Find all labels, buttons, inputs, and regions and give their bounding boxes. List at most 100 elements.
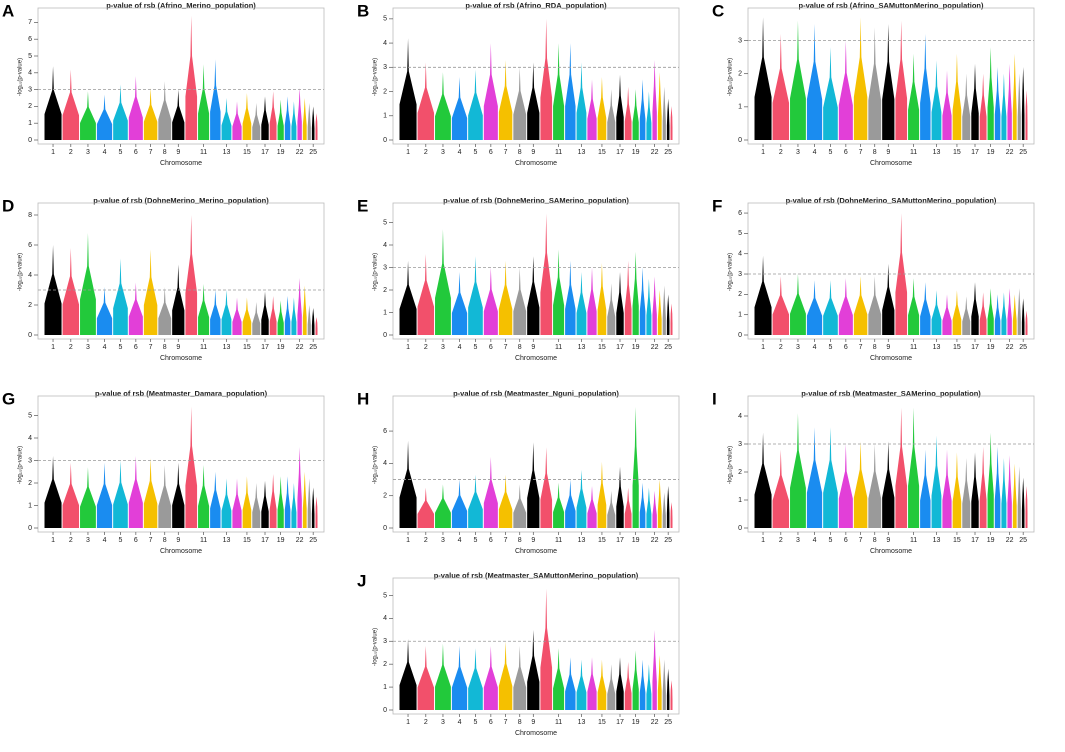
x-tick-label: 9	[886, 344, 890, 351]
x-axis-label: Chromosome	[515, 355, 557, 362]
x-tick-label: 15	[243, 149, 251, 156]
x-tick-label: 1	[761, 344, 765, 351]
chromosome-peak	[540, 447, 553, 528]
y-tick-label: 6	[738, 210, 742, 217]
plot-frame	[392, 577, 680, 715]
chromosome-peak	[242, 297, 252, 335]
chromosome-peak	[80, 91, 96, 140]
panel-letter: H	[357, 389, 369, 408]
chromosome-peak	[1007, 63, 1012, 140]
x-tick-label: 7	[504, 719, 508, 726]
x-tick-label: 8	[163, 344, 167, 351]
chromosome-peak	[979, 73, 987, 140]
x-tick-label: 3	[441, 344, 445, 351]
panel-title: p-value of rsb (DohneMerino_SAMerino_pop…	[443, 196, 629, 205]
chromosome-peak	[632, 406, 639, 528]
x-tick-label: 13	[578, 719, 586, 726]
chromosome-peak	[284, 476, 291, 528]
chromosome-peak	[1025, 310, 1028, 335]
chromosome-peak	[158, 465, 172, 528]
x-tick-label: 13	[223, 149, 231, 156]
x-tick-label: 19	[277, 149, 285, 156]
chromosome-peak	[908, 53, 920, 140]
x-tick-label: 3	[796, 149, 800, 156]
chromosome-peak	[790, 413, 806, 528]
chromosome-peak	[297, 447, 302, 528]
x-tick-label: 25	[1019, 537, 1027, 544]
y-tick-label: 1	[383, 309, 387, 316]
x-tick-label: 22	[651, 149, 659, 156]
chromosome-peak	[931, 435, 942, 528]
x-tick-label: 7	[859, 344, 863, 351]
chromosome-peak	[662, 659, 666, 710]
x-tick-label: 15	[953, 149, 961, 156]
x-tick-label: 7	[149, 344, 153, 351]
chromosome-peak	[261, 96, 269, 140]
plot-frame	[37, 7, 325, 145]
x-tick-label: 1	[51, 149, 55, 156]
x-tick-label: 1	[406, 344, 410, 351]
y-tick-label: 3	[383, 264, 387, 271]
chromosome-peak	[646, 278, 652, 335]
x-tick-label: 17	[261, 149, 269, 156]
chromosome-peak	[128, 456, 143, 528]
x-tick-label: 2	[69, 537, 73, 544]
x-tick-label: 22	[651, 719, 659, 726]
y-tick-label: 0	[383, 707, 387, 714]
y-tick-label: 1	[28, 502, 32, 509]
chromosome-peak	[307, 478, 311, 528]
chromosome-peak	[624, 260, 632, 335]
chromosome-peak	[632, 89, 639, 140]
chromosome-peak	[952, 53, 962, 140]
chromosome-peak	[908, 278, 920, 335]
chromosome-peak	[128, 76, 143, 140]
y-axis-label: -log₁₀(p-value)	[728, 253, 734, 291]
y-tick-label: 1	[383, 684, 387, 691]
x-tick-label: 4	[103, 537, 107, 544]
x-tick-label: 17	[971, 537, 979, 544]
y-tick-label: 5	[28, 412, 32, 419]
x-tick-label: 6	[844, 344, 848, 351]
chromosome-peak	[172, 462, 185, 528]
chromosome-peak	[624, 487, 632, 528]
chromosome-peak	[311, 308, 315, 335]
y-axis-label: -log₁₀(p-value)	[728, 58, 734, 96]
chromosome-peak	[868, 444, 882, 528]
chromosome-peak	[261, 480, 269, 528]
chromosome-peak	[399, 638, 417, 710]
chromosome-peak	[666, 294, 670, 335]
plot-frame	[747, 395, 1035, 533]
chromosome-peak	[597, 461, 607, 528]
x-tick-label: 17	[971, 149, 979, 156]
panel-letter: B	[357, 1, 369, 20]
x-tick-label: 11	[555, 344, 562, 351]
x-tick-label: 8	[518, 719, 522, 726]
x-tick-label: 25	[309, 149, 317, 156]
chromosome-peak	[576, 272, 587, 335]
chromosome-peak	[302, 285, 307, 335]
x-tick-label: 2	[69, 344, 73, 351]
x-tick-label: 4	[813, 344, 817, 351]
x-tick-label: 25	[309, 537, 317, 544]
chromosome-peak	[468, 69, 483, 140]
x-tick-label: 25	[1019, 344, 1027, 351]
chromosome-peak	[232, 101, 242, 140]
chromosome-peak	[513, 645, 527, 710]
x-tick-label: 11	[555, 149, 562, 156]
panel-title: p-value of rsb (Afrino_SAMuttonMerino_po…	[799, 1, 984, 10]
chromosome-peak	[657, 479, 662, 528]
x-axis-label: Chromosome	[870, 548, 912, 555]
x-tick-label: 9	[531, 719, 535, 726]
x-tick-label: 11	[910, 537, 917, 544]
chromosome-peak	[971, 452, 979, 528]
chromosome-peak	[113, 258, 128, 335]
x-tick-label: 11	[910, 149, 917, 156]
x-tick-label: 19	[632, 149, 640, 156]
chromosome-peak	[670, 303, 673, 335]
chromosome-peak	[62, 69, 80, 140]
chromosome-peak	[657, 72, 662, 140]
chromosome-peak	[451, 272, 468, 335]
